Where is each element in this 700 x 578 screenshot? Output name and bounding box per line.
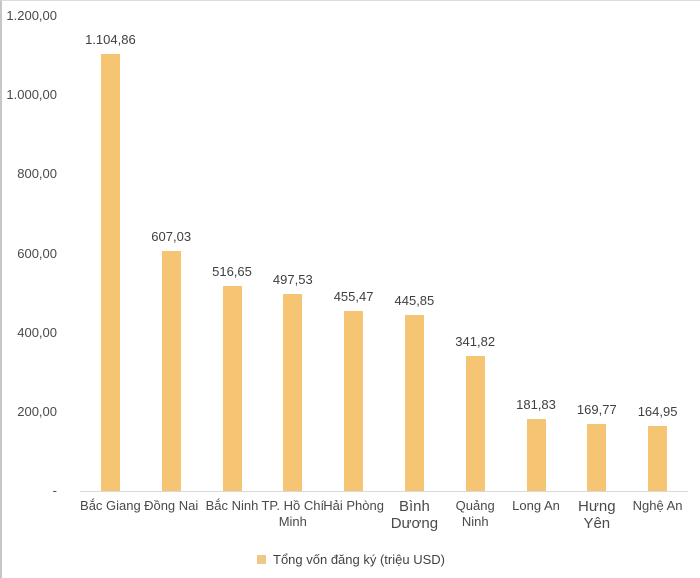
bar-value-label: 455,47 [333,288,374,304]
x-axis-category-label-line: Dương [390,515,439,532]
bar [404,314,424,491]
bar [161,250,181,491]
legend: Tổng vốn đăng ký (triệu USD) [2,550,700,568]
x-axis-category-label-line: Hưng [578,498,616,515]
x-axis-line [80,491,688,492]
legend-label: Tổng vốn đăng ký (triệu USD) [273,551,445,567]
x-axis-category-label: Long An [502,498,570,514]
x-axis-category-label: Quảng Ninh [441,498,509,530]
x-axis-category-label-line: Bắc Giang [80,498,141,513]
bar-value-label: 516,65 [212,264,252,280]
bar [465,355,485,491]
bar-value-label: 607,03 [151,228,192,244]
bar [222,286,242,491]
x-axis-category-label: Bình Dương [376,498,452,532]
bar-value-label: 497,53 [272,272,313,288]
x-axis-category-label-line: TP. Hồ Chí [261,498,325,513]
bar [648,425,668,491]
x-axis-category-label: TP. Hồ Chí Minh [259,498,327,530]
x-axis-category-label-line: Bắc Ninh [205,498,259,513]
y-axis-tick-label: 1.200,00 [6,8,57,23]
x-axis-category-label: Đồng Nai [137,498,205,514]
x-axis-category-label: Hưng Yên [559,498,635,532]
y-axis-tick-label: 400,00 [17,324,57,340]
x-axis-category-label-line: Long An [512,498,560,513]
x-axis-category-label-line: Yên [583,515,611,532]
y-axis-tick-label: 600,00 [17,245,57,261]
x-axis-category-label-line: Hải Phòng [323,498,384,513]
bar [526,419,546,491]
bar [344,310,364,491]
x-axis-category-label: Hải Phòng [320,498,388,514]
y-axis-tick-label: 1.000,00 [6,87,57,103]
x-axis-category-label: Bắc Giang [76,498,144,514]
bar [283,294,303,491]
y-axis-tick-label: 800,00 [17,166,57,182]
x-axis-category-label: Bắc Ninh [198,498,266,514]
x-axis-category-label-line: Đồng Nai [144,498,199,513]
x-axis-category-label-line: Ninh [461,514,489,529]
bar-value-label: 1.104,86 [85,31,136,47]
y-axis-tick-label: - [52,483,57,498]
x-axis-category-label-line: Minh [278,514,307,529]
x-axis-category-label-line: Quảng [455,498,495,513]
bar [100,53,120,491]
bar-value-label: 169,77 [576,401,617,417]
x-axis-category-label-line: Nghệ An [632,498,683,513]
bar-value-label: 445,85 [394,292,435,308]
bar-value-label: 181,83 [516,397,556,413]
y-axis-tick-label: 200,00 [17,403,57,419]
bar-value-label: 341,82 [455,333,496,349]
bar-value-label: 164,95 [637,403,678,419]
x-axis-category-label-line: Bình [398,498,430,515]
legend-marker-icon [257,554,267,564]
bar [587,423,607,491]
x-axis-category-label: Nghệ An [624,498,692,514]
